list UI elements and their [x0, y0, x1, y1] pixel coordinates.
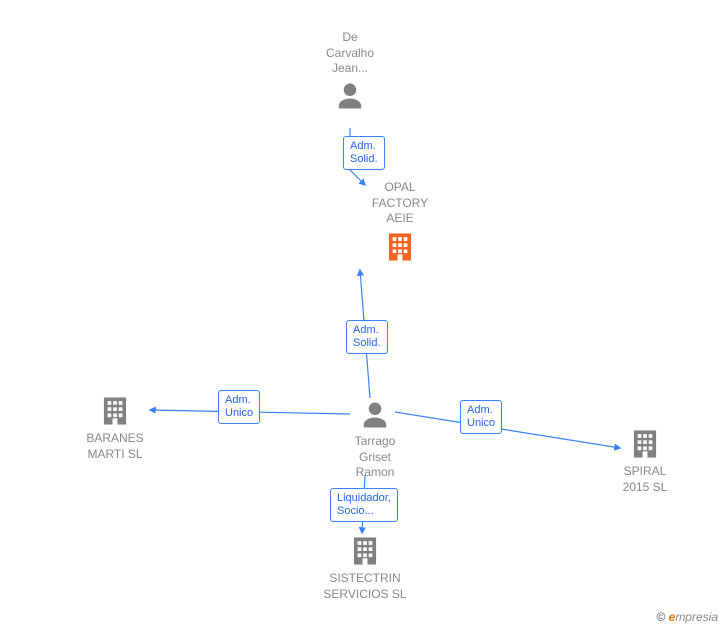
- node-label: De Carvalho Jean...: [310, 30, 390, 77]
- edge-label-e4: Adm. Unico: [460, 400, 502, 434]
- brand-rest: mpresia: [675, 610, 718, 624]
- node-spiral[interactable]: SPIRAL 2015 SL: [600, 428, 690, 495]
- node-label: SPIRAL 2015 SL: [600, 464, 690, 495]
- node-person-top[interactable]: De Carvalho Jean...: [310, 30, 390, 111]
- node-label: Tarrago Griset Ramon: [335, 434, 415, 481]
- edge-label-e1: Adm. Solid.: [343, 136, 385, 170]
- node-person-center[interactable]: Tarrago Griset Ramon: [335, 400, 415, 481]
- building-icon: [350, 535, 380, 567]
- footer: © empresia: [656, 610, 718, 624]
- brand: empresia: [669, 610, 718, 624]
- node-label: OPAL FACTORY AEIE: [355, 180, 445, 227]
- node-baranes[interactable]: BARANES MARTI SL: [70, 395, 160, 462]
- diagram-canvas: De Carvalho Jean... OPAL FACTORY AEIE Ta…: [0, 0, 728, 630]
- edge-label-e2: Adm. Solid.: [346, 320, 388, 354]
- edge-line-e4: [395, 412, 620, 448]
- building-icon: [385, 231, 415, 263]
- building-icon: [100, 395, 130, 427]
- node-label: BARANES MARTI SL: [70, 431, 160, 462]
- person-icon: [360, 400, 390, 430]
- edge-label-e3: Adm. Unico: [218, 390, 260, 424]
- node-label: SISTECTRIN SERVICIOS SL: [310, 571, 420, 602]
- person-icon: [335, 81, 365, 111]
- building-icon: [630, 428, 660, 460]
- node-sistectrin[interactable]: SISTECTRIN SERVICIOS SL: [310, 535, 420, 602]
- node-opal[interactable]: OPAL FACTORY AEIE: [355, 180, 445, 263]
- copyright-symbol: ©: [656, 610, 665, 624]
- edge-label-e5: Liquidador, Socio...: [330, 488, 398, 522]
